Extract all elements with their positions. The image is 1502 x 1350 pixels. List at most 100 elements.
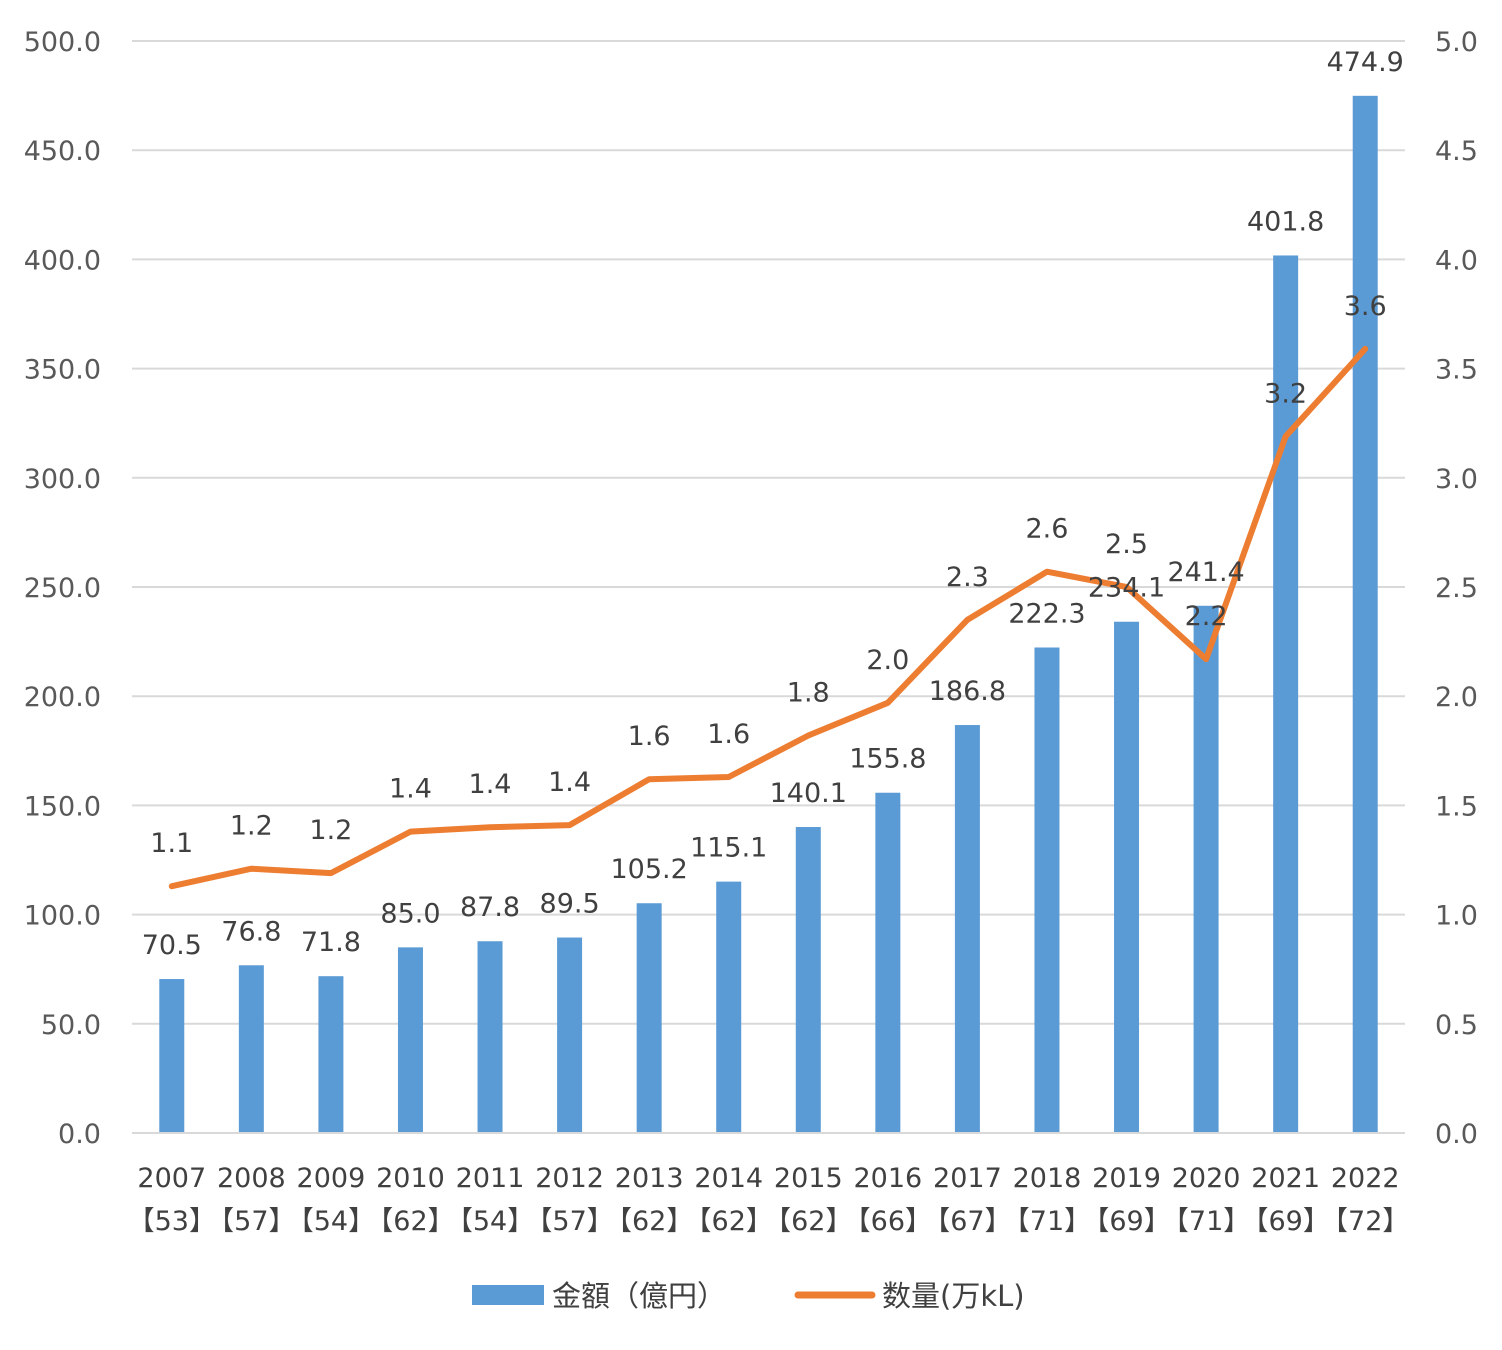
line-value-label: 1.2 <box>230 811 273 842</box>
bar-data-labels: 70.5 76.8 71.885.0 87.8 89.5105.2115.1140.11… <box>142 47 1404 961</box>
y-right-tick-label: 1.5 <box>1435 791 1478 822</box>
bar <box>477 941 503 1133</box>
bar <box>397 947 423 1133</box>
x-tick-sublabel: 【57】 <box>207 1206 295 1237</box>
bar <box>1114 621 1140 1133</box>
x-tick-label: 2016 <box>853 1163 922 1194</box>
line-point <box>408 829 413 834</box>
bar-value-label: 474.9 <box>1327 47 1404 78</box>
bar <box>318 976 344 1133</box>
x-tick-label: 2021 <box>1251 1163 1320 1194</box>
line-point <box>885 700 890 705</box>
y-right-tick-label: 0.0 <box>1435 1119 1478 1150</box>
bar-series <box>159 95 1378 1134</box>
bar <box>1193 605 1219 1133</box>
x-axis: 2007【53】2008【57】2009【54】2010【62】2011【54】… <box>128 1132 1409 1237</box>
y-left-tick-label: 250.0 <box>24 573 101 604</box>
bar <box>636 903 662 1133</box>
x-tick-sublabel: 【62】 <box>605 1206 693 1237</box>
y-left-tick-label: 400.0 <box>24 245 101 276</box>
bar-value-label: 85.0 <box>380 898 440 929</box>
y-left-tick-label: 100.0 <box>24 901 101 932</box>
x-tick-label: 2009 <box>297 1163 366 1194</box>
x-tick-sublabel: 【71】 <box>1162 1206 1250 1237</box>
bar-value-label: 71.8 <box>301 927 361 958</box>
bar <box>1273 255 1299 1133</box>
line-value-label: 1.4 <box>548 767 591 798</box>
y-left-tick-label: 150.0 <box>24 791 101 822</box>
x-tick-sublabel: 【62】 <box>685 1206 773 1237</box>
bar <box>954 725 980 1133</box>
x-tick-label: 2007 <box>137 1163 206 1194</box>
bar-value-label: 89.5 <box>540 889 600 920</box>
line-point <box>806 733 811 738</box>
y-right-tick-label: 2.5 <box>1435 573 1478 604</box>
line-value-label: 3.2 <box>1264 378 1307 409</box>
y-right-tick-label: 4.0 <box>1435 245 1478 276</box>
line-value-label: 2.2 <box>1185 601 1228 632</box>
x-tick-label: 2014 <box>694 1163 763 1194</box>
legend: 金額（億円） 数量(万kL) <box>472 1279 1025 1313</box>
y-left-tick-label: 200.0 <box>24 682 101 713</box>
bar-value-label: 401.8 <box>1247 206 1324 237</box>
x-tick-sublabel: 【69】 <box>1082 1206 1170 1237</box>
line-value-label: 3.6 <box>1344 291 1387 322</box>
line-point <box>726 775 731 780</box>
bar <box>238 965 264 1133</box>
x-tick-sublabel: 【67】 <box>923 1206 1011 1237</box>
y-left-tick-label: 500.0 <box>24 27 101 58</box>
x-tick-sublabel: 【62】 <box>366 1206 454 1237</box>
line-value-label: 1.4 <box>389 774 432 805</box>
x-tick-label: 2012 <box>535 1163 604 1194</box>
x-tick-label: 2013 <box>615 1163 684 1194</box>
x-tick-sublabel: 【71】 <box>1003 1206 1091 1237</box>
y-axis-right: 0.0 0.5 1.0 1.5 2.0 2.5 3.0 3.5 4.0 4.5 5.0 <box>1435 27 1478 1150</box>
x-tick-sublabel: 【66】 <box>844 1206 932 1237</box>
line-point <box>1124 585 1129 589</box>
line-value-label: 1.6 <box>628 721 671 752</box>
line-path <box>168 345 1369 890</box>
bar <box>716 881 742 1133</box>
line-value-label: 1.2 <box>309 815 352 846</box>
x-tick-label: 2018 <box>1013 1163 1082 1194</box>
y-axis-left: 0.0 50.0 100.0 150.0 200.0 250.0 300.0 350.0 400… <box>24 27 101 1150</box>
bar-value-label: 87.8 <box>460 892 520 923</box>
x-tick-label: 2022 <box>1331 1163 1400 1194</box>
line-value-label: 2.0 <box>866 645 909 676</box>
x-tick-sublabel: 【72】 <box>1321 1206 1409 1237</box>
x-tick-label: 2010 <box>376 1163 445 1194</box>
line-point <box>1283 434 1288 439</box>
x-tick-sublabel: 【69】 <box>1241 1206 1329 1237</box>
x-tick-sublabel: 【54】 <box>287 1206 375 1237</box>
legend-bar-swatch <box>472 1285 544 1305</box>
bar-value-label: 155.8 <box>849 744 926 775</box>
line-point <box>1044 569 1049 574</box>
x-tick-label: 2020 <box>1172 1163 1241 1194</box>
y-right-tick-label: 3.0 <box>1435 464 1478 495</box>
line-series <box>168 345 1369 890</box>
line-point <box>328 871 333 876</box>
y-right-tick-label: 3.5 <box>1435 355 1478 386</box>
line-point <box>1363 346 1368 351</box>
x-tick-label: 2015 <box>774 1163 843 1194</box>
bar-value-label: 70.5 <box>142 930 202 961</box>
y-left-tick-label: 350.0 <box>24 355 101 386</box>
x-tick-label: 2011 <box>456 1163 525 1194</box>
bar-value-label: 222.3 <box>1008 598 1085 629</box>
legend-line-label: 数量(万kL) <box>882 1279 1025 1313</box>
line-point <box>169 884 174 889</box>
bar <box>795 827 821 1133</box>
x-tick-sublabel: 【62】 <box>764 1206 852 1237</box>
line-point <box>567 823 572 828</box>
gridlines <box>132 40 1405 1134</box>
bar-value-label: 186.8 <box>929 676 1006 707</box>
y-left-tick-label: 0.0 <box>58 1119 101 1150</box>
bar-value-label: 105.2 <box>611 854 688 885</box>
legend-bar-label: 金額（億円） <box>552 1279 726 1313</box>
x-tick-label: 2017 <box>933 1163 1002 1194</box>
bar-value-label: 115.1 <box>690 833 767 864</box>
bar <box>1034 647 1060 1133</box>
line-value-label: 1.4 <box>469 769 512 800</box>
